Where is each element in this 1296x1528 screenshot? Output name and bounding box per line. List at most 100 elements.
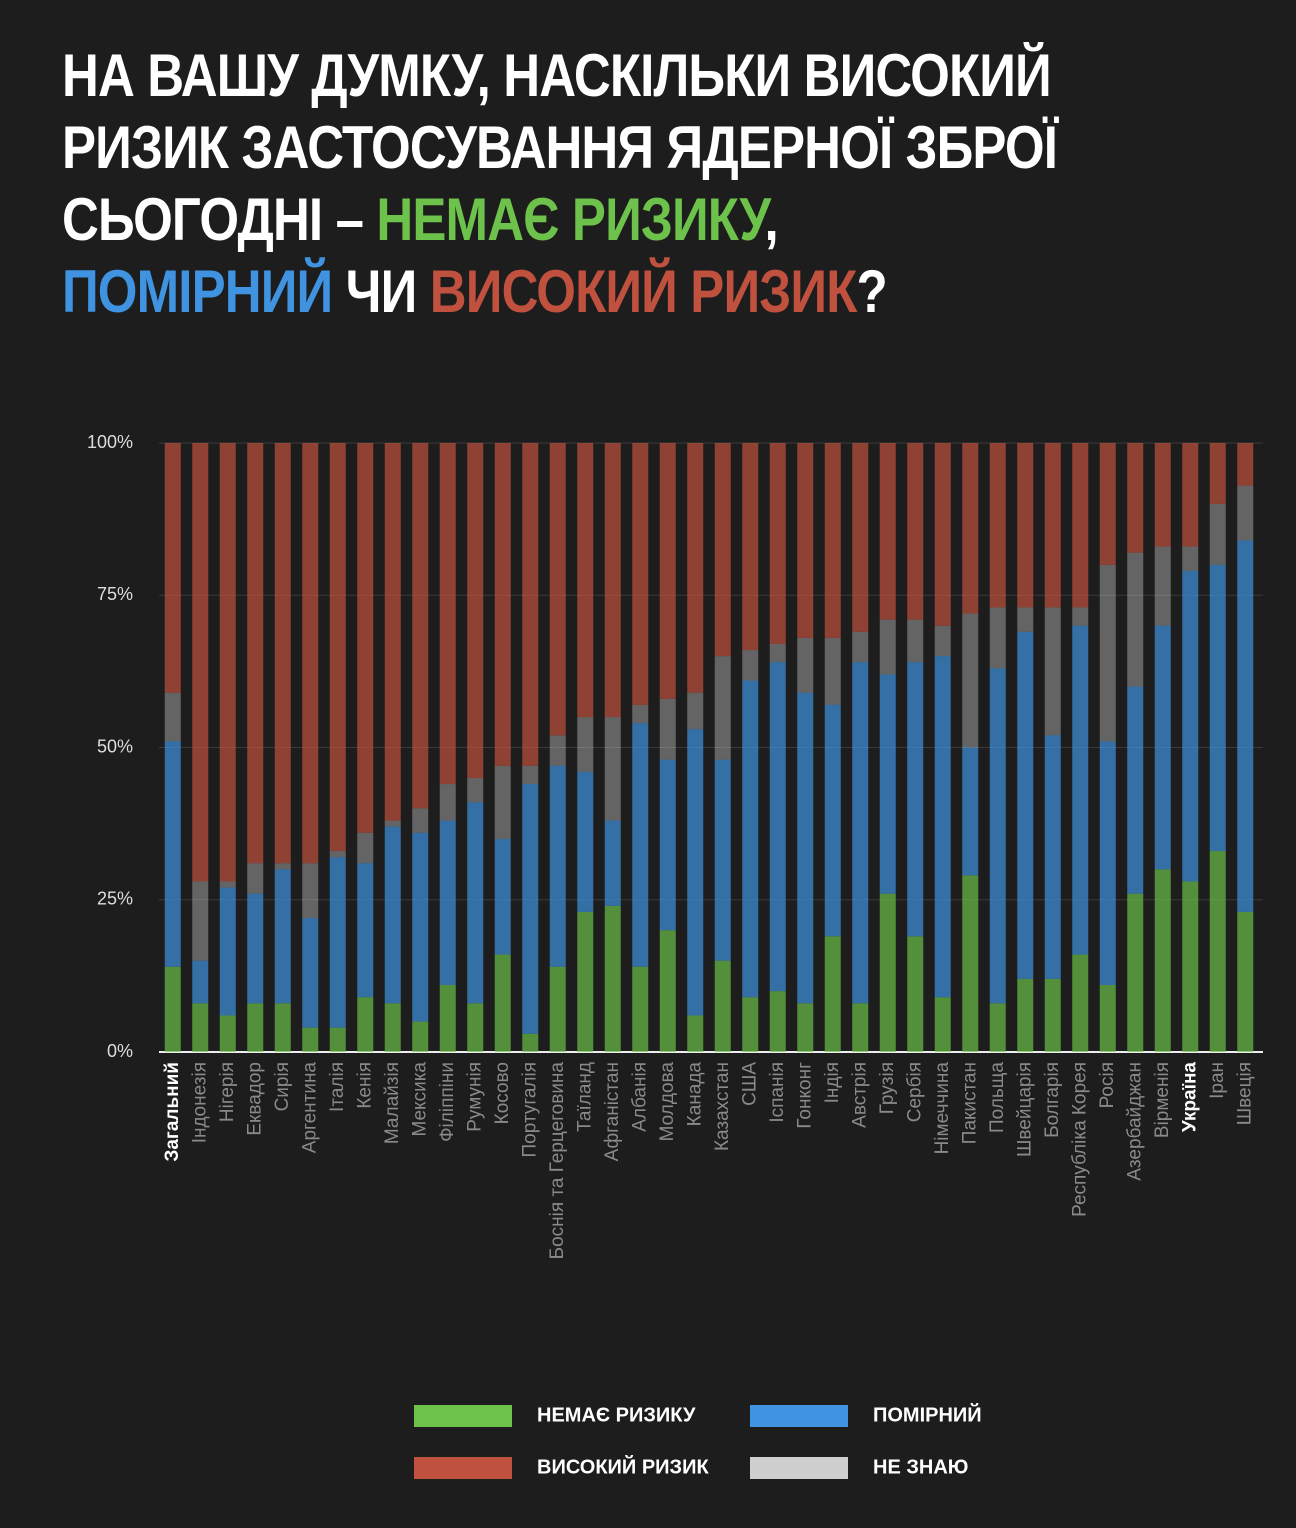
bar-segment bbox=[192, 881, 209, 961]
bar-segment bbox=[577, 443, 594, 718]
bar-segment bbox=[1072, 607, 1089, 626]
bar-segment bbox=[907, 662, 924, 937]
bar-segment bbox=[412, 1021, 429, 1052]
x-tick-label: Іспанія bbox=[767, 1062, 788, 1123]
bar-segment bbox=[907, 443, 924, 620]
bar-segment bbox=[1154, 869, 1171, 1052]
bar-segment bbox=[412, 832, 429, 1022]
bar-segment bbox=[907, 936, 924, 1052]
bar-segment bbox=[219, 443, 236, 882]
bar-segment bbox=[879, 674, 896, 894]
bar-segment bbox=[1154, 625, 1171, 870]
x-tick-label: Португалія bbox=[519, 1062, 540, 1157]
bar-segment bbox=[522, 784, 539, 1034]
bar-segment bbox=[1237, 443, 1254, 486]
bar-segment bbox=[879, 893, 896, 1052]
bar-segment bbox=[659, 759, 676, 931]
bar-segment bbox=[164, 692, 181, 742]
x-tick-label: Україна bbox=[1179, 1062, 1200, 1133]
x-tick-label: Вірменія bbox=[1152, 1062, 1173, 1138]
bar-segment bbox=[797, 692, 814, 1004]
bar-segment bbox=[879, 443, 896, 620]
bar-segment bbox=[494, 765, 511, 839]
x-tick-label: Молдова bbox=[657, 1062, 678, 1142]
bar-segment bbox=[522, 1033, 539, 1052]
bar-segment bbox=[329, 443, 346, 852]
bar-segment bbox=[192, 1003, 209, 1052]
bar-segment bbox=[687, 692, 704, 730]
bar-segment bbox=[467, 443, 484, 778]
bar-segment bbox=[577, 717, 594, 772]
x-tick-label: Австрія bbox=[849, 1062, 870, 1128]
y-tick-label: 100% bbox=[87, 432, 133, 452]
bar-segment bbox=[934, 656, 951, 998]
bar-segment bbox=[439, 985, 456, 1052]
bar-segment bbox=[989, 607, 1006, 669]
bar-segment bbox=[384, 443, 401, 821]
bar-segment bbox=[467, 802, 484, 1004]
title-part: НЕМАЄ РИЗИКУ bbox=[376, 186, 765, 253]
bar-segment bbox=[1209, 564, 1226, 852]
bar-segment bbox=[1237, 911, 1254, 1052]
bar-segment bbox=[357, 832, 374, 864]
bar-segment bbox=[1099, 985, 1116, 1052]
y-tick-label: 25% bbox=[97, 889, 133, 909]
bar-segment bbox=[659, 698, 676, 760]
bar-segment bbox=[852, 631, 869, 663]
bar-segment bbox=[1127, 686, 1144, 894]
legend-swatch bbox=[414, 1457, 512, 1479]
bar-segment bbox=[632, 966, 649, 1052]
bar-segment bbox=[274, 1003, 291, 1052]
bar-segment bbox=[549, 735, 566, 766]
bar-segment bbox=[604, 443, 621, 718]
bar-segment bbox=[1127, 552, 1144, 687]
bar-segment bbox=[769, 443, 786, 644]
bar-segment bbox=[632, 723, 649, 967]
bar-segment bbox=[934, 997, 951, 1052]
bar-segment bbox=[934, 625, 951, 657]
x-tick-label: Мексика bbox=[409, 1062, 430, 1137]
x-tick-label: Філіппіни bbox=[437, 1062, 458, 1142]
x-tick-label: Іран bbox=[1207, 1062, 1228, 1099]
x-tick-label: Швеція bbox=[1234, 1062, 1255, 1125]
bar-segment bbox=[577, 911, 594, 1052]
bar-segment bbox=[467, 777, 484, 803]
bar-segment bbox=[852, 443, 869, 632]
bar-segment bbox=[687, 1015, 704, 1052]
bar-segment bbox=[687, 443, 704, 693]
bar-segment bbox=[494, 443, 511, 766]
bar-segment bbox=[247, 443, 264, 864]
bar-segment bbox=[632, 443, 649, 705]
bar-segment bbox=[852, 662, 869, 1004]
bar-segment bbox=[714, 443, 731, 657]
x-tick-label: Росія bbox=[1097, 1062, 1118, 1108]
x-tick-label: Сербія bbox=[904, 1062, 925, 1122]
bar-segment bbox=[1072, 625, 1089, 955]
bar-segment bbox=[164, 966, 181, 1052]
bar-segment bbox=[1099, 741, 1116, 986]
bar-segment bbox=[934, 443, 951, 626]
bar-segment bbox=[604, 717, 621, 821]
y-tick-label: 75% bbox=[97, 584, 133, 604]
bar-segment bbox=[1072, 954, 1089, 1052]
bar-segment bbox=[247, 1003, 264, 1052]
x-tick-label: Пакистан bbox=[959, 1062, 980, 1144]
bar-segment bbox=[1044, 607, 1061, 736]
bar-segment bbox=[797, 1003, 814, 1052]
bar-segment bbox=[1182, 881, 1199, 1052]
x-tick-label: Албанія bbox=[629, 1062, 650, 1132]
x-tick-label: Румунія bbox=[464, 1062, 485, 1132]
bar-segment bbox=[989, 1003, 1006, 1052]
x-tick-label: Індія bbox=[822, 1062, 843, 1103]
bar-segment bbox=[219, 887, 236, 1016]
x-tick-label: Нігерія bbox=[217, 1062, 238, 1122]
legend-label: ВИСОКИЙ РИЗИК bbox=[537, 1454, 709, 1478]
x-tick-label: Афганістан bbox=[602, 1062, 623, 1161]
x-tick-label: Аргентина bbox=[299, 1062, 320, 1154]
bar-segment bbox=[219, 1015, 236, 1052]
bar-segment bbox=[467, 1003, 484, 1052]
x-tick-label: Еквадор bbox=[244, 1062, 265, 1136]
bar-segment bbox=[1209, 443, 1226, 504]
bar-segment bbox=[714, 759, 731, 961]
